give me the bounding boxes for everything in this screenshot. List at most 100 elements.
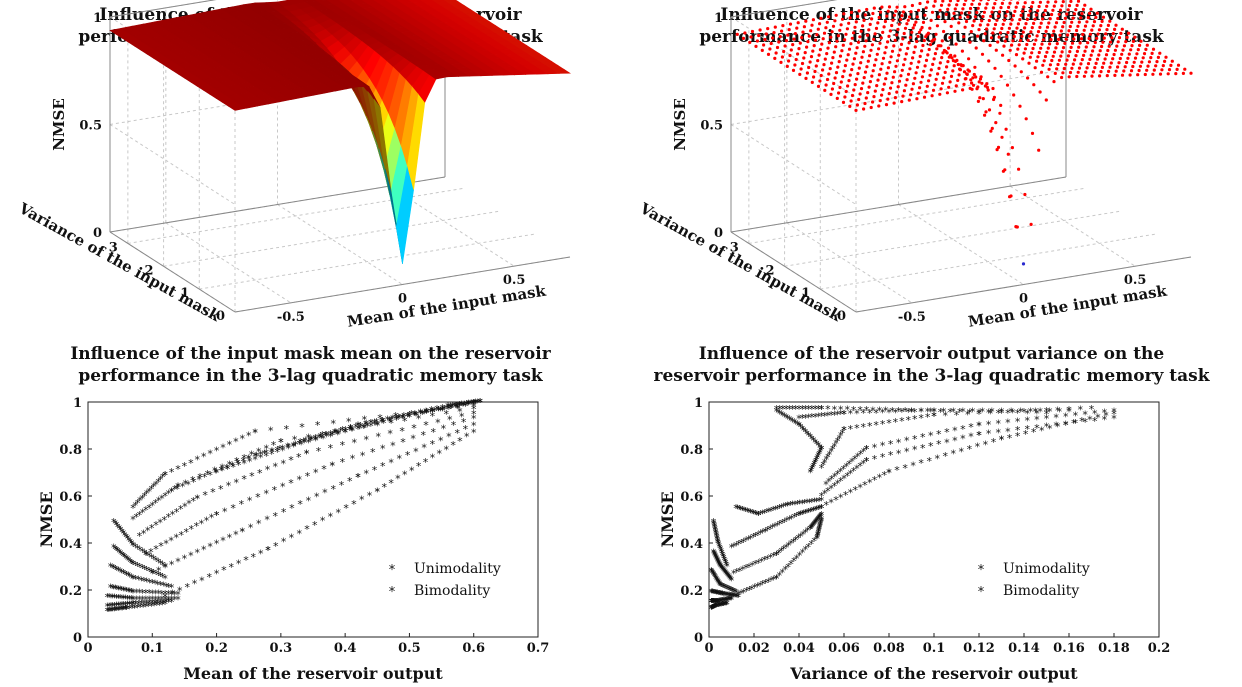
data-point: *	[269, 448, 275, 461]
data-point	[1007, 5, 1011, 9]
data-point	[956, 0, 960, 3]
data-point: *	[180, 481, 186, 494]
data-point: *	[738, 588, 744, 601]
data-point: *	[781, 543, 787, 556]
data-point: *	[1007, 432, 1013, 445]
data-point	[946, 60, 950, 64]
data-point	[891, 75, 895, 79]
data-point	[832, 50, 836, 54]
data-point	[858, 35, 862, 39]
y-tick-label: 1	[73, 396, 82, 411]
data-point: *	[296, 451, 302, 464]
data-point: *	[169, 466, 175, 479]
data-point: *	[130, 586, 136, 599]
data-point: *	[142, 490, 148, 503]
data-point	[802, 25, 806, 29]
data-point	[1138, 43, 1142, 48]
data-point: *	[172, 589, 178, 602]
data-point	[1008, 48, 1012, 52]
data-point: *	[799, 497, 805, 510]
data-point: *	[1023, 428, 1029, 441]
data-point: *	[306, 494, 312, 507]
data-point: *	[999, 407, 1005, 420]
data-point: *	[140, 601, 146, 614]
data-point	[985, 2, 989, 6]
data-point: *	[861, 457, 867, 470]
surface-mesh	[109, 0, 571, 264]
data-point: *	[116, 546, 122, 559]
data-point: *	[931, 405, 937, 418]
data-point: *	[1078, 404, 1084, 417]
data-point	[1120, 52, 1124, 56]
data-point: *	[757, 579, 763, 592]
data-point: *	[896, 436, 902, 449]
data-point	[1073, 33, 1077, 37]
data-point: *	[307, 433, 313, 446]
data-point: *	[247, 455, 253, 468]
data-point	[936, 44, 940, 48]
data-point: *	[241, 473, 247, 486]
data-point	[1098, 49, 1102, 53]
data-point	[915, 65, 920, 69]
data-point	[977, 28, 981, 32]
data-point	[1051, 54, 1055, 58]
data-point: *	[388, 456, 394, 469]
data-point	[760, 48, 764, 53]
data-point: *	[800, 528, 806, 541]
data-point	[893, 96, 897, 100]
data-point: *	[753, 530, 759, 543]
data-point: *	[931, 405, 937, 418]
data-point	[1022, 5, 1026, 9]
data-point	[971, 83, 976, 87]
data-point: *	[712, 587, 718, 600]
data-point: *	[471, 398, 477, 411]
data-point: *	[712, 523, 718, 536]
data-point: *	[1034, 408, 1040, 421]
data-point: *	[241, 452, 247, 465]
data-point	[894, 9, 898, 13]
data-point	[1070, 41, 1075, 45]
data-point: *	[158, 558, 164, 571]
data-point: *	[723, 594, 729, 607]
data-point	[967, 11, 971, 15]
data-point	[974, 75, 978, 79]
data-point: *	[1066, 405, 1072, 418]
data-point: *	[175, 463, 181, 476]
data-point: *	[127, 598, 133, 611]
data-point: *	[743, 535, 749, 548]
data-point: *	[153, 593, 159, 606]
data-point: *	[753, 508, 759, 521]
data-point	[822, 63, 826, 67]
data-point: *	[130, 539, 136, 552]
data-point: *	[986, 419, 992, 432]
data-point	[1126, 31, 1131, 35]
data-point: *	[710, 602, 716, 615]
data-point	[1010, 0, 1013, 1]
data-point	[1136, 48, 1140, 52]
data-point: *	[129, 571, 135, 584]
data-point	[971, 76, 975, 80]
data-point	[843, 38, 847, 42]
data-point: *	[823, 478, 829, 491]
data-point: *	[364, 418, 370, 431]
data-point: *	[130, 593, 136, 606]
data-point: *	[715, 575, 721, 588]
data-point: *	[888, 438, 894, 451]
data-point	[943, 70, 947, 74]
data-point: *	[447, 414, 453, 427]
data-point: *	[709, 603, 715, 616]
data-point: *	[291, 440, 297, 453]
data-point	[1017, 43, 1021, 47]
data-point: *	[1044, 413, 1050, 426]
data-point: *	[720, 549, 726, 562]
data-point: *	[812, 436, 818, 449]
data-point: *	[169, 485, 175, 498]
data-point: *	[709, 603, 715, 616]
data-point: *	[335, 429, 341, 442]
data-point	[1104, 53, 1109, 57]
data-point	[872, 95, 876, 99]
data-point: *	[137, 530, 143, 543]
data-point: *	[803, 507, 809, 520]
data-point: *	[714, 574, 720, 587]
data-point	[857, 66, 861, 70]
